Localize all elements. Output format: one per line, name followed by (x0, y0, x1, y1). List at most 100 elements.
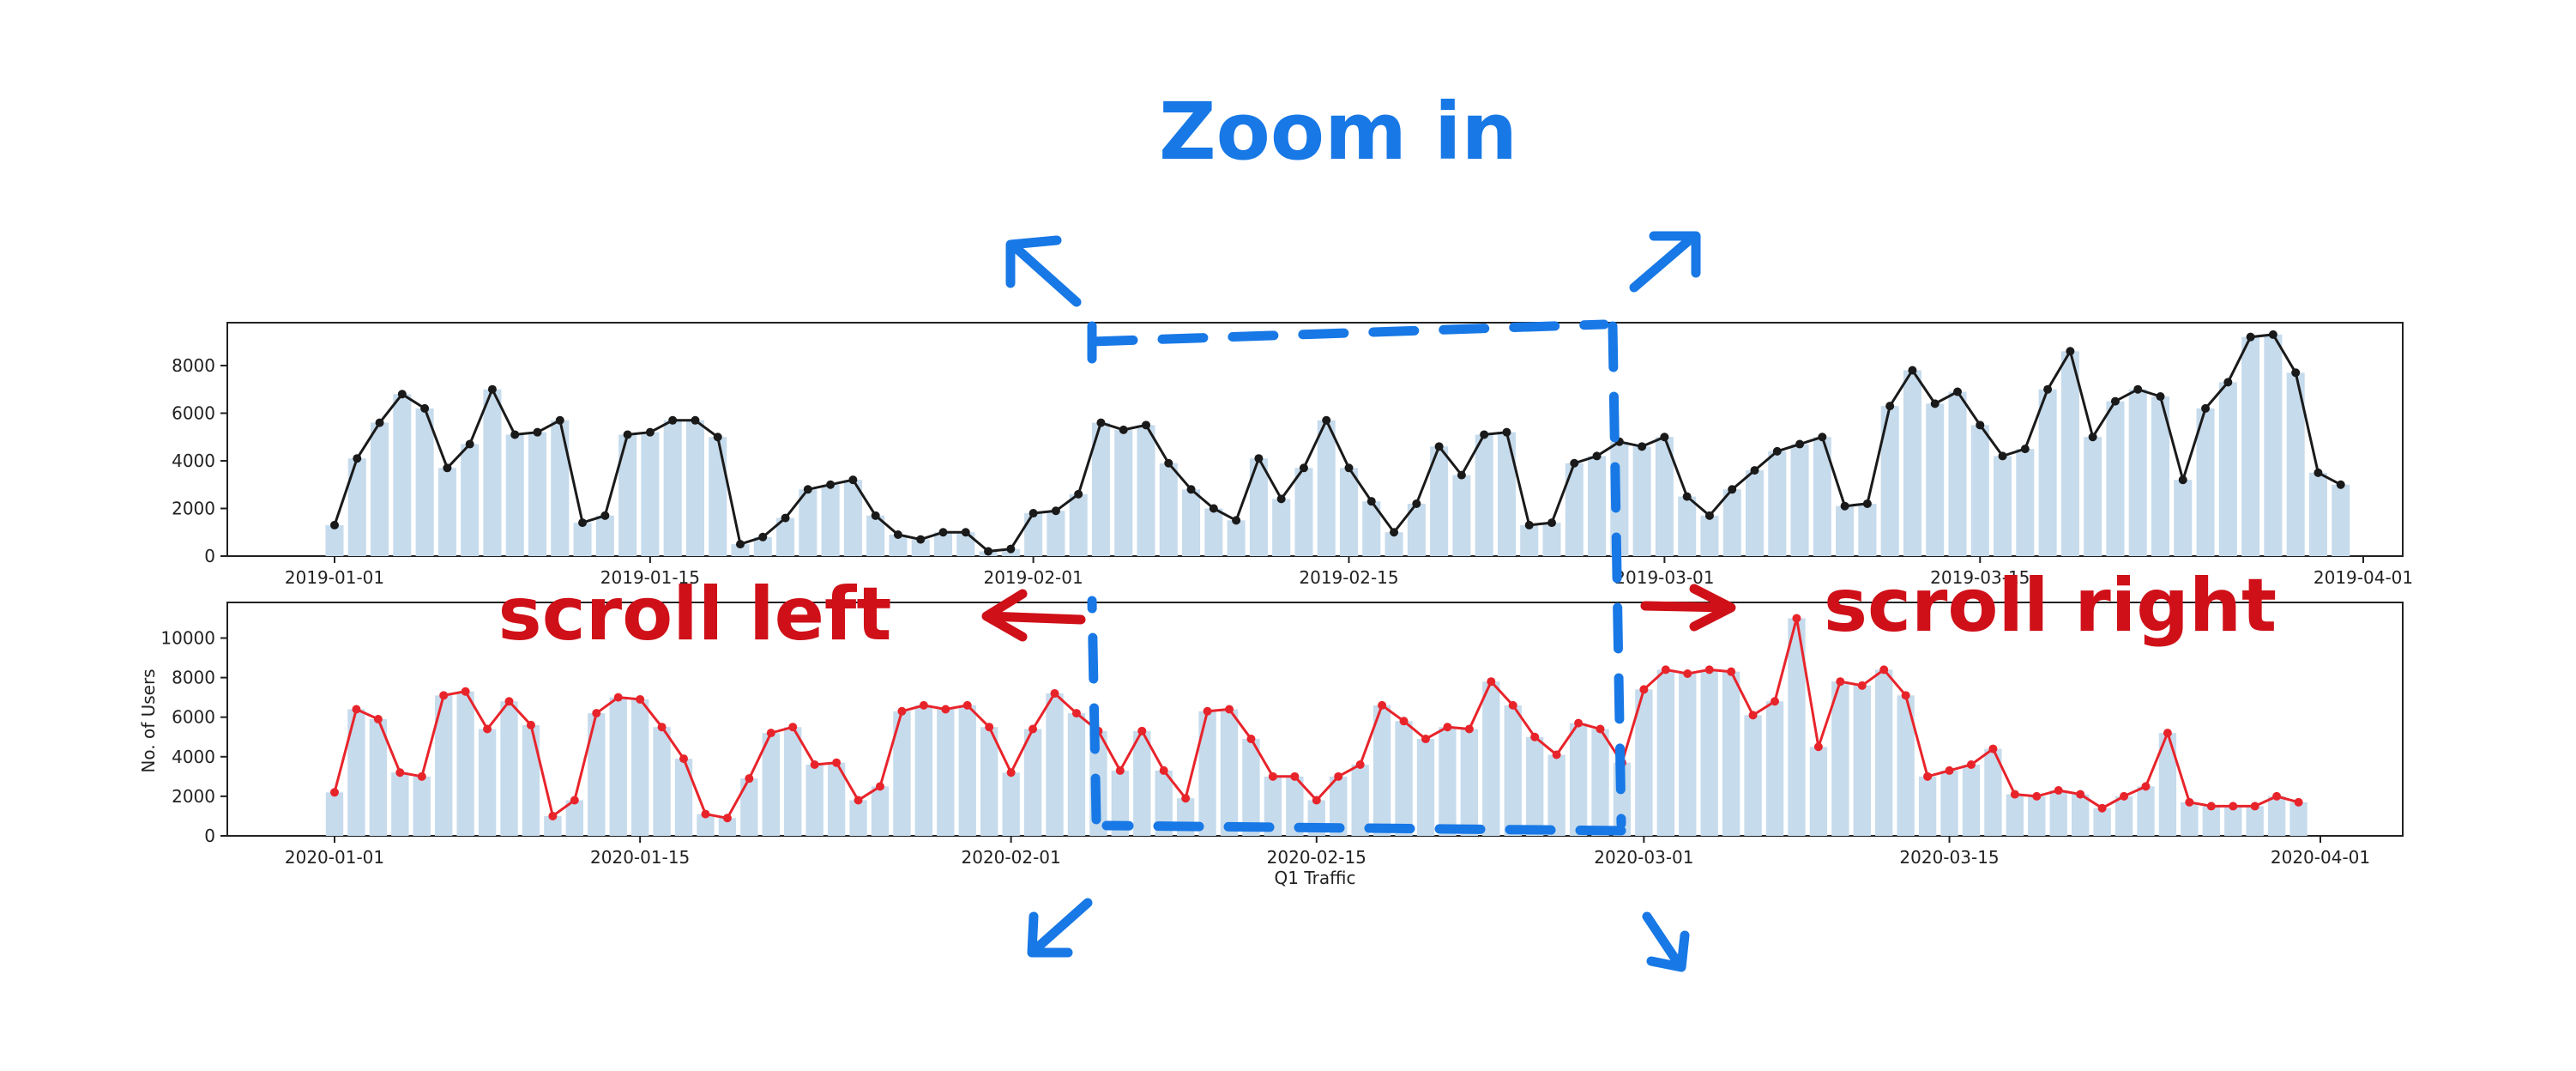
bar (1002, 772, 1020, 836)
bar (1294, 468, 1313, 556)
data-point (1074, 489, 1083, 499)
bar (1395, 721, 1413, 836)
arrow-up-left-icon (1005, 235, 1082, 307)
x-tick-label: 2020-01-01 (285, 847, 384, 868)
bar (618, 434, 637, 556)
data-point (2268, 330, 2277, 339)
data-point (1836, 677, 1845, 687)
bar (1542, 523, 1561, 556)
bar (505, 434, 524, 556)
data-point (555, 415, 564, 425)
data-point (2272, 791, 2282, 801)
data-point (510, 430, 520, 439)
bar (871, 786, 890, 836)
data-point (893, 530, 902, 540)
data-point (788, 723, 798, 732)
bar (1918, 776, 1937, 836)
data-point (1029, 509, 1038, 518)
bar (588, 713, 606, 836)
data-point (1246, 735, 1256, 744)
data-point (1857, 681, 1867, 690)
bar (1632, 446, 1651, 556)
data-point (578, 518, 588, 528)
bar (1155, 770, 1173, 836)
bar (1351, 765, 1369, 836)
bar (2332, 484, 2350, 556)
data-point (487, 384, 497, 394)
bar (674, 759, 693, 836)
bar (1836, 505, 1855, 556)
data-point (1159, 765, 1168, 775)
data-point (1552, 750, 1561, 759)
bar (2106, 401, 2125, 556)
bar (565, 800, 584, 836)
data-point (758, 532, 768, 542)
bar (2264, 334, 2283, 556)
bar (1430, 446, 1449, 556)
bar (2174, 480, 2193, 556)
bar (1047, 511, 1065, 556)
data-point (2314, 468, 2323, 477)
data-point (1232, 516, 1241, 525)
data-point (848, 475, 858, 485)
data-point (2250, 802, 2259, 811)
bar (347, 709, 365, 836)
bar (1790, 444, 1809, 556)
bar (1526, 736, 1544, 836)
bar (573, 523, 592, 556)
bar (1182, 489, 1201, 556)
bar (391, 772, 409, 836)
bar (415, 408, 434, 556)
bar (461, 444, 480, 556)
bar (1362, 501, 1381, 556)
data-point (1988, 744, 1998, 753)
data-point (1203, 706, 1212, 716)
bar (1809, 747, 1828, 836)
data-point (1792, 614, 1801, 623)
y-tick-label: 8000 (172, 355, 215, 376)
bar (1853, 685, 1871, 836)
data-point (1683, 669, 1692, 678)
bar (1272, 499, 1291, 556)
zoom-annotation: Zoom in (1005, 86, 1701, 972)
x-tick-label: 2020-02-01 (962, 847, 1061, 868)
bar (805, 765, 823, 836)
y-tick-label: 2000 (172, 498, 215, 518)
y-tick-label: 4000 (172, 747, 215, 767)
data-point (2201, 403, 2211, 413)
bar (697, 814, 715, 836)
x-tick-label: 2020-03-01 (1594, 847, 1693, 868)
bar (1765, 701, 1784, 836)
bar (1813, 437, 1831, 556)
bar (2267, 796, 2286, 836)
data-point (1464, 724, 1474, 734)
bar (1722, 671, 1740, 836)
bar (1547, 754, 1566, 836)
bar (1984, 748, 2002, 836)
data-point (736, 540, 745, 549)
bar (2246, 806, 2264, 836)
data-point (330, 520, 339, 529)
bar (1330, 776, 1348, 836)
data-point (781, 513, 790, 523)
bar (1520, 524, 1539, 556)
data-point (1050, 689, 1059, 699)
data-point (1908, 366, 1917, 375)
bar (435, 695, 453, 836)
bar (1744, 715, 1762, 836)
data-point (1818, 433, 1827, 442)
bar (1220, 709, 1239, 836)
bar (1722, 489, 1741, 556)
x-tick-label: 2019-02-15 (1299, 567, 1398, 588)
bar (478, 729, 497, 836)
data-point (938, 528, 948, 537)
bar (2084, 437, 2102, 556)
bar (595, 515, 614, 556)
data-point (691, 415, 700, 425)
data-point (897, 706, 907, 716)
bar (718, 818, 737, 836)
bar (1264, 776, 1282, 836)
data-point (962, 700, 972, 710)
data-point (533, 427, 542, 437)
data-point (1412, 499, 1421, 508)
